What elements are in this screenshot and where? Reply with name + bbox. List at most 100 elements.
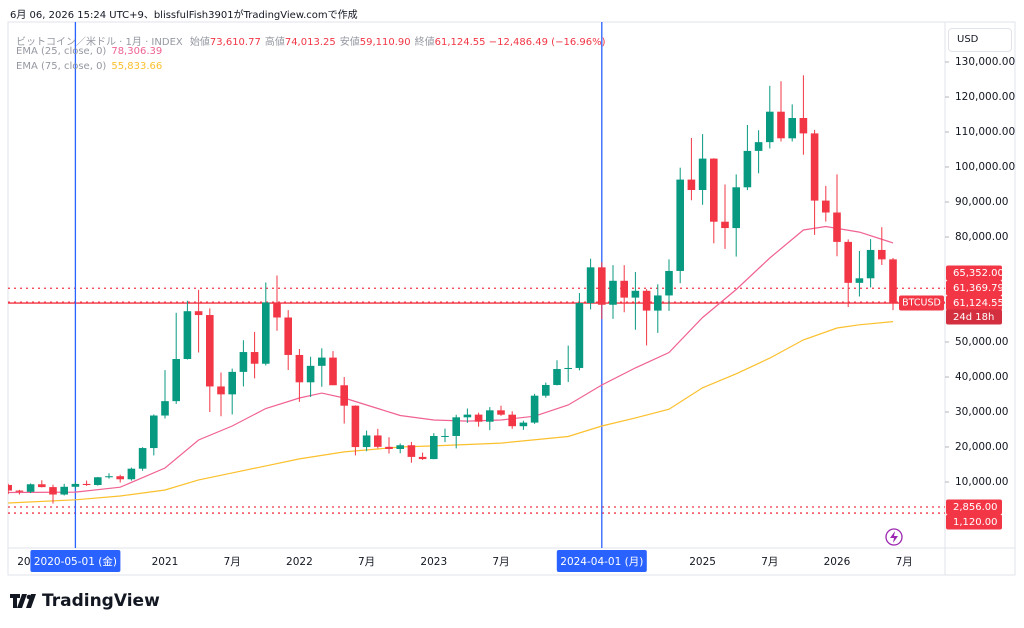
candle-body [642, 290, 651, 311]
candle-body [598, 267, 606, 305]
candle-body [284, 317, 292, 355]
indicator-legend: EMA (75, close, 0) 55,833.66 [16, 61, 162, 72]
indicator-name: EMA (75, close, 0) [16, 61, 107, 72]
symbol-tag: BTCUSD [902, 298, 941, 309]
x-tick-label: 2021 [152, 556, 179, 568]
price-line-label-box [946, 514, 1002, 530]
candle-body [430, 436, 438, 460]
y-tick-label: 100,000.00 [955, 161, 1015, 173]
candle-body [295, 354, 304, 383]
candle-body [564, 367, 572, 370]
candle-body [609, 280, 617, 305]
created-note: 6月 06, 2026 15:24 UTC+9、blissfulFish3901… [10, 10, 358, 21]
candle-body [452, 417, 460, 436]
candle-body [497, 410, 505, 415]
candle-body [116, 476, 124, 480]
candle-body [530, 395, 539, 423]
candle-body [586, 267, 595, 304]
countdown-label: 24d 18h [953, 312, 994, 323]
candle-body [676, 179, 684, 271]
candle-body [620, 280, 628, 298]
ohlc-name: 高値 [264, 37, 285, 48]
candle-body [665, 270, 673, 296]
symbol-tag-box [899, 295, 944, 311]
candle-body [833, 212, 841, 242]
y-tick-label: 120,000.00 [955, 91, 1015, 103]
candle-body [396, 445, 404, 449]
y-tick-label: 130,000.00 [955, 56, 1015, 68]
y-tick-label: 80,000.00 [955, 231, 1008, 243]
candle-body [687, 179, 696, 190]
candle-body [239, 352, 248, 372]
candle-body [508, 414, 516, 427]
ohlc-value: 59,110.90 [359, 37, 411, 48]
candle-body [150, 415, 158, 449]
change-value: −12,486.49 (−16.96%) [488, 37, 606, 48]
marker-label-box [556, 550, 647, 572]
candle-body [710, 158, 718, 222]
y-tick-label: 10,000.00 [955, 476, 1008, 488]
candle-body [777, 111, 785, 139]
candle-body [49, 487, 57, 495]
x-tick-label: 2026 [824, 556, 851, 568]
alert-icon-bolt [890, 531, 898, 543]
candle-body [575, 303, 584, 368]
ema-line [8, 321, 894, 504]
marker-label: 2024-04-01 (月) [560, 556, 643, 568]
x-tick-label: 2022 [286, 556, 313, 568]
ohlc-value: 74,013.25 [284, 37, 336, 48]
candle-body [60, 486, 68, 495]
brand-name: TradingView [42, 591, 160, 611]
candle-body [418, 456, 427, 460]
candle-body [26, 484, 35, 492]
candle-body [822, 200, 830, 213]
candle-body [306, 365, 315, 383]
candle-body [474, 414, 483, 422]
candle-body [385, 446, 393, 449]
candle-body [71, 483, 80, 487]
last-price-label-box [946, 295, 1002, 311]
price-line-label-box [946, 499, 1002, 515]
candle-body [329, 357, 337, 386]
symbol-legend: ビットコイン／米ドル · 1月 · INDEX 始値73,610.77 高値74,… [16, 33, 606, 48]
brand-logo[interactable] [10, 594, 36, 608]
y-tick-label: 20,000.00 [955, 441, 1008, 453]
candle-body [8, 484, 12, 491]
candle-body [250, 352, 259, 364]
currency-button[interactable]: USD [948, 28, 1012, 52]
candle-body [407, 445, 416, 457]
ohlc-name: 終値 [414, 37, 435, 48]
candle-body [105, 476, 113, 478]
candle-body [38, 484, 46, 488]
candle-body [788, 118, 796, 139]
y-tick-label: 110,000.00 [955, 126, 1015, 138]
candle-body [161, 401, 169, 416]
marker-label: 2020-05-01 (金) [34, 555, 117, 568]
price-line-label: 1,120.00 [953, 517, 998, 528]
price-line-label: 65,352.00 [953, 268, 1004, 279]
x-tick-label: 2023 [420, 556, 447, 568]
marker-label-box [30, 550, 121, 572]
x-tick-label: 7月 [224, 556, 241, 568]
price-line-label: 61,369.79 [953, 283, 1004, 294]
candle-body [206, 315, 214, 387]
alert-icon[interactable] [885, 528, 903, 546]
candle-body [183, 311, 192, 360]
x-tick-label: 7月 [492, 556, 509, 568]
indicator-legend: EMA (25, close, 0) 78,306.39 [16, 46, 162, 57]
x-tick-label: 7月 [358, 556, 375, 568]
y-tick-label: 40,000.00 [955, 371, 1008, 383]
candle-body [810, 133, 819, 201]
candle-body [799, 118, 808, 134]
candle-body [844, 241, 852, 283]
candle-body [172, 359, 180, 402]
ohlc-values: 始値73,610.77 高値74,013.25 安値59,110.90 終値61,12… [186, 37, 486, 48]
candle-body [732, 187, 740, 229]
x-tick-label: 7月 [896, 556, 913, 568]
candle-body [855, 278, 864, 283]
candle-body [262, 302, 270, 364]
candle-body [82, 483, 91, 486]
price-line-label: 2,856.00 [953, 502, 998, 513]
y-tick-label: 30,000.00 [955, 406, 1008, 418]
